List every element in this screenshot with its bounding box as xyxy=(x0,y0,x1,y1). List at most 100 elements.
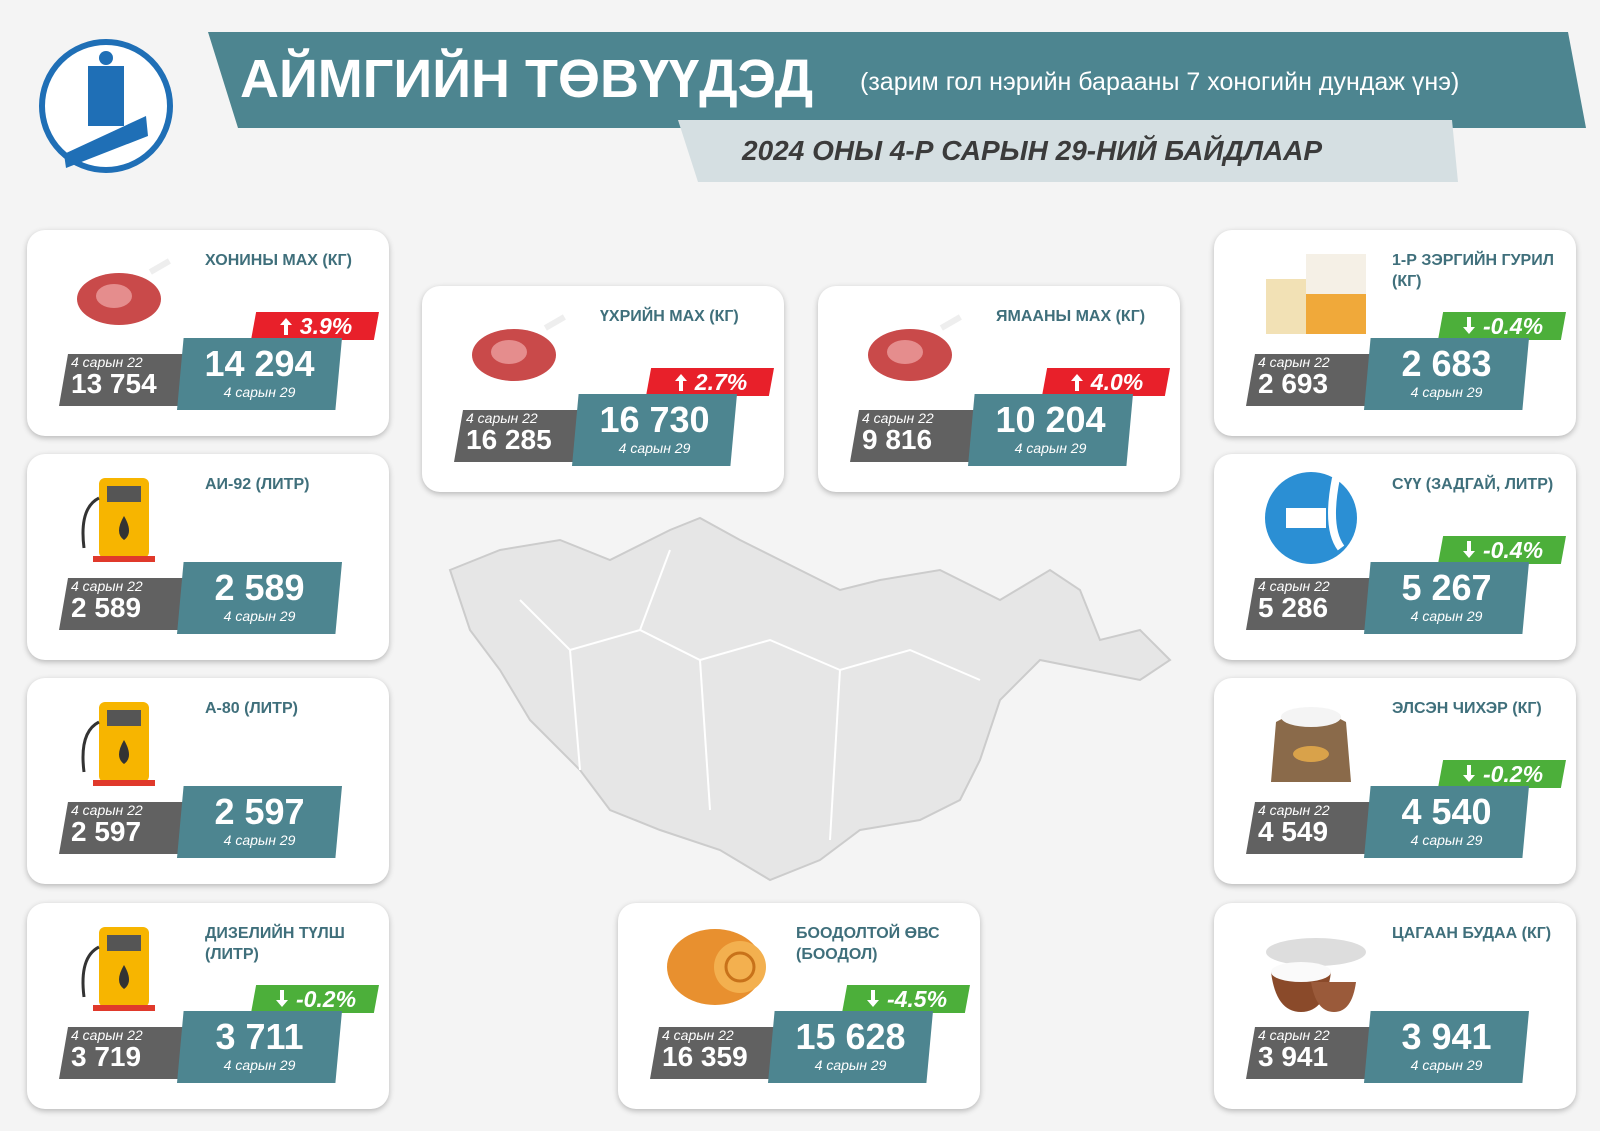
change-value: -0.4% xyxy=(1482,312,1544,339)
current-label: 4 сарын 29 xyxy=(1410,608,1483,624)
map xyxy=(448,516,1172,882)
current-box: 16 730 4 сарын 29 xyxy=(572,394,737,466)
card-title: СҮҮ (ЗАДГАЙ, ЛИТР) xyxy=(1392,476,1554,493)
card-title: ЯМААНЫ МАХ (КГ) xyxy=(996,308,1146,325)
previous-label: 4 сарын 22 xyxy=(1258,1027,1330,1043)
icon xyxy=(868,314,962,381)
icon xyxy=(81,702,155,786)
change-value: -4.5% xyxy=(886,985,948,1012)
current-box: 2 589 4 сарын 29 xyxy=(177,562,342,634)
card: БООДОЛТОЙ ӨВС (БООДОЛ) -4.5% 4 сарын 22 16 … xyxy=(618,903,980,1109)
current-label: 4 сарын 29 xyxy=(223,832,296,848)
current-value: 16 730 xyxy=(599,399,710,440)
banner xyxy=(208,32,1586,182)
current-box: 4 540 4 сарын 29 xyxy=(1364,786,1529,858)
previous-label: 4 сарын 22 xyxy=(1258,802,1330,818)
icon xyxy=(472,314,566,381)
current-label: 4 сарын 29 xyxy=(1410,384,1483,400)
icon xyxy=(1271,707,1351,782)
card-title: БООДОЛТОЙ ӨВС (БООДОЛ) xyxy=(796,925,940,963)
arrow xyxy=(674,374,687,391)
previous-label: 4 сарын 22 xyxy=(71,802,143,818)
card: ЭЛСЭН ЧИХЭР (КГ) -0.2% 4 сарын 22 4 549 4 54… xyxy=(1214,678,1576,884)
card-title: ЦАГААН БУДАА (КГ) xyxy=(1392,925,1552,942)
current-label: 4 сарын 29 xyxy=(1014,440,1087,456)
current-value: 4 540 xyxy=(1401,791,1492,832)
current-label: 4 сарын 29 xyxy=(223,1057,296,1073)
previous-value: 9 816 xyxy=(862,424,933,455)
current-label: 4 сарын 29 xyxy=(618,440,691,456)
title: АЙМГИЙН ТӨВҮҮДЭД xyxy=(240,49,814,109)
previous-value: 16 359 xyxy=(662,1041,748,1072)
change-badge: -4.5% xyxy=(842,985,970,1013)
card: СҮҮ (ЗАДГАЙ, ЛИТР) -0.4% 4 сарын 22 5 286 5 … xyxy=(1214,454,1576,660)
previous-value: 16 285 xyxy=(466,424,552,455)
previous-label: 4 сарын 22 xyxy=(1258,578,1330,594)
icon xyxy=(77,258,171,325)
change-value: -0.2% xyxy=(295,985,357,1012)
previous-value: 13 754 xyxy=(71,368,157,399)
previous-label: 4 сарын 22 xyxy=(862,410,934,426)
arrow xyxy=(1462,317,1475,334)
current-label: 4 сарын 29 xyxy=(1410,1057,1483,1073)
previous-label: 4 сарын 22 xyxy=(71,578,143,594)
current-box: 10 204 4 сарын 29 xyxy=(968,394,1133,466)
icon xyxy=(81,478,155,562)
previous-value: 3 941 xyxy=(1258,1041,1329,1072)
icon xyxy=(1265,472,1357,564)
arrow xyxy=(275,990,288,1007)
card: ЦАГААН БУДАА (КГ) 4 сарын 22 3 941 3 941 4 с… xyxy=(1214,903,1576,1109)
change-badge: -0.2% xyxy=(1438,760,1566,788)
card-title: 1-Р ЗЭРГИЙН ГУРИЛ (КГ) xyxy=(1392,252,1554,290)
current-label: 4 сарын 29 xyxy=(223,608,296,624)
card: 1-Р ЗЭРГИЙН ГУРИЛ (КГ) -0.4% 4 сарын 22 2 6… xyxy=(1214,230,1576,436)
current-value: 5 267 xyxy=(1401,567,1492,608)
current-box: 14 294 4 сарын 29 xyxy=(177,338,342,410)
current-value: 2 589 xyxy=(214,567,305,608)
icon xyxy=(81,927,155,1011)
change-value: 4.0% xyxy=(1090,368,1144,395)
current-box: 2 597 4 сарын 29 xyxy=(177,786,342,858)
current-value: 15 628 xyxy=(795,1016,906,1057)
icon xyxy=(1266,254,1366,334)
current-label: 4 сарын 29 xyxy=(223,384,296,400)
card-title: АИ-92 (ЛИТР) xyxy=(205,476,310,493)
change-value: -0.4% xyxy=(1482,536,1544,563)
previous-value: 2 597 xyxy=(71,816,142,847)
current-value: 2 683 xyxy=(1401,343,1492,384)
change-value: -0.2% xyxy=(1482,760,1544,787)
card: АИ-92 (ЛИТР) 4 сарын 22 2 589 2 589 4 сарын … xyxy=(27,454,389,660)
previous-value: 4 549 xyxy=(1258,816,1329,847)
current-value: 3 941 xyxy=(1401,1016,1492,1057)
arrow xyxy=(279,318,292,335)
current-label: 4 сарын 29 xyxy=(1410,832,1483,848)
card: ХОНИНЫ МАХ (КГ) 3.9% 4 сарын 22 13 754 14 29… xyxy=(27,230,389,436)
change-badge: -0.4% xyxy=(1438,536,1566,564)
previous-value: 2 589 xyxy=(71,592,142,623)
change-badge: 2.7% xyxy=(646,368,774,396)
current-box: 3 941 4 сарын 29 xyxy=(1364,1011,1529,1083)
card: ДИЗЕЛИЙН ТҮЛШ (ЛИТР) -0.2% 4 сарын 22 3 719… xyxy=(27,903,389,1109)
change-value: 3.9% xyxy=(299,312,353,339)
previous-label: 4 сарын 22 xyxy=(71,1027,143,1043)
current-value: 2 597 xyxy=(214,791,305,832)
previous-label: 4 сарын 22 xyxy=(1258,354,1330,370)
card-title: ҮХРИЙН МАХ (КГ) xyxy=(600,308,739,325)
change-badge: -0.4% xyxy=(1438,312,1566,340)
arrow xyxy=(1070,374,1083,391)
current-value: 10 204 xyxy=(995,399,1106,440)
current-box: 3 711 4 сарын 29 xyxy=(177,1011,342,1083)
arrow xyxy=(1462,765,1475,782)
previous-label: 4 сарын 22 xyxy=(71,354,143,370)
previous-value: 5 286 xyxy=(1258,592,1329,623)
previous-label: 4 сарын 22 xyxy=(662,1027,734,1043)
current-label: 4 сарын 29 xyxy=(814,1057,887,1073)
logo xyxy=(39,39,173,173)
card: А-80 (ЛИТР) 4 сарын 22 2 597 2 597 4 сарын 2… xyxy=(27,678,389,884)
card-title: ХОНИНЫ МАХ (КГ) xyxy=(205,252,352,269)
current-value: 3 711 xyxy=(215,1016,304,1057)
current-box: 15 628 4 сарын 29 xyxy=(768,1011,933,1083)
previous-value: 3 719 xyxy=(71,1041,142,1072)
